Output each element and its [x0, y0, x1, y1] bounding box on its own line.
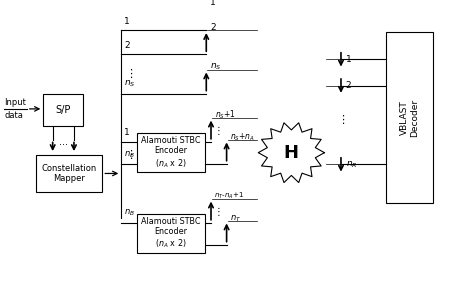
Text: VBLAST
Decoder: VBLAST Decoder	[400, 99, 419, 137]
Text: $\vdots$: $\vdots$	[125, 68, 133, 80]
Text: Alamouti STBC
Encoder
($n_A$ x 2): Alamouti STBC Encoder ($n_A$ x 2)	[141, 217, 201, 250]
Text: 2: 2	[124, 41, 130, 50]
Text: $\vdots$: $\vdots$	[213, 124, 221, 137]
Text: $n_T$: $n_T$	[230, 213, 242, 224]
Text: $n_B$: $n_B$	[124, 150, 135, 160]
Text: 1: 1	[346, 55, 351, 64]
Text: 1: 1	[210, 0, 216, 8]
Text: $\vdots$: $\vdots$	[213, 205, 221, 218]
Bar	[137, 133, 205, 172]
Bar	[43, 94, 83, 126]
Text: Input: Input	[4, 98, 27, 107]
Text: 2: 2	[210, 22, 216, 32]
Bar	[36, 155, 102, 192]
Text: Alamouti STBC
Encoder
($n_A$ x 2): Alamouti STBC Encoder ($n_A$ x 2)	[141, 136, 201, 170]
Text: $n_T$-$n_A$+1: $n_T$-$n_A$+1	[214, 190, 244, 201]
Text: H: H	[284, 144, 299, 162]
Text: data: data	[4, 111, 23, 120]
Text: $n_S$+1: $n_S$+1	[215, 108, 236, 121]
Text: $n_S$+$n_A$: $n_S$+$n_A$	[230, 132, 255, 143]
Text: 1: 1	[124, 128, 130, 137]
Polygon shape	[258, 123, 324, 182]
Bar	[137, 214, 205, 253]
Text: Constellation
Mapper: Constellation Mapper	[42, 164, 97, 183]
Text: 2: 2	[346, 81, 351, 90]
Text: $n_S$: $n_S$	[124, 79, 136, 89]
Text: $\vdots$: $\vdots$	[337, 113, 345, 126]
Text: $n_B$: $n_B$	[124, 208, 135, 218]
Text: 1: 1	[124, 17, 130, 26]
Text: S/P: S/P	[55, 105, 71, 115]
Text: $\vdots$: $\vdots$	[125, 148, 133, 161]
Text: $n_S$: $n_S$	[210, 61, 222, 72]
Bar	[386, 32, 433, 203]
Text: $n_R$: $n_R$	[346, 159, 357, 170]
Text: ...: ...	[59, 137, 68, 147]
